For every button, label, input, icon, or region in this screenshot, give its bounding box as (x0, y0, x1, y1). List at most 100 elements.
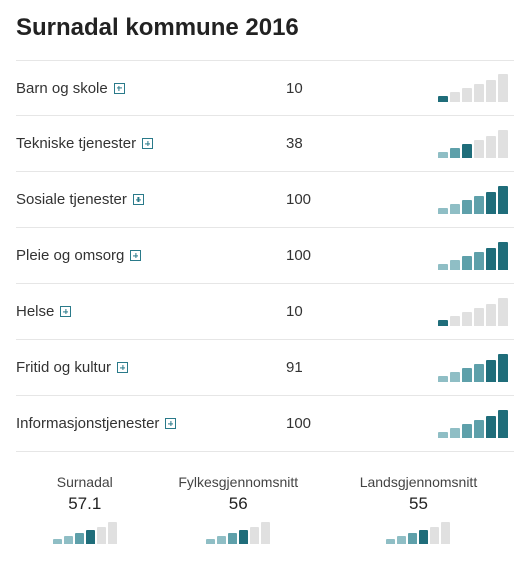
category-value: 10 (286, 80, 366, 97)
bar-segment (438, 264, 448, 270)
bar-segment (486, 360, 496, 382)
category-value: 100 (286, 191, 366, 208)
category-row: Barn og skole10 (16, 60, 514, 116)
category-label-cell[interactable]: Fritid og kultur (16, 359, 286, 376)
bar-segment (250, 527, 259, 544)
bar-segment (498, 354, 508, 382)
category-label: Informasjonstjenester (16, 415, 159, 432)
bar-segment (486, 136, 496, 158)
signal-bars (438, 242, 508, 270)
signal-bars (386, 522, 450, 544)
signal-bars (438, 186, 508, 214)
signal-bars (206, 522, 270, 544)
bar-segment (498, 298, 508, 326)
expand-icon[interactable] (60, 306, 71, 317)
bar-segment (450, 428, 460, 438)
bar-segment (462, 424, 472, 438)
signal-bars (438, 354, 508, 382)
summary-column: Fylkesgjennomsnitt 56 (178, 474, 298, 544)
bar-segment (498, 130, 508, 158)
expand-icon[interactable] (130, 250, 141, 261)
bar-segment (386, 539, 395, 544)
bar-segment (486, 304, 496, 326)
bar-segment (462, 312, 472, 326)
bar-segment (462, 368, 472, 382)
summary-value: 57.1 (68, 494, 101, 514)
bar-segment (462, 200, 472, 214)
category-row: Pleie og omsorg100 (16, 228, 514, 284)
category-bars-cell (366, 242, 514, 270)
bar-segment (261, 522, 270, 544)
bar-segment (498, 186, 508, 214)
bar-segment (486, 416, 496, 438)
category-row: Informasjonstjenester 100 (16, 396, 514, 452)
bar-segment (450, 316, 460, 326)
category-label: Tekniske tjenester (16, 135, 136, 152)
bar-segment (450, 204, 460, 214)
bar-segment (438, 320, 448, 326)
expand-icon[interactable] (165, 418, 176, 429)
summary-value: 56 (229, 494, 248, 514)
category-label-cell[interactable]: Sosiale tjenester (16, 191, 286, 208)
signal-bars (438, 74, 508, 102)
bar-segment (498, 242, 508, 270)
signal-bars (53, 522, 117, 544)
category-row: Fritid og kultur 91 (16, 340, 514, 396)
bar-segment (438, 432, 448, 438)
expand-icon[interactable] (133, 194, 144, 205)
bar-segment (450, 372, 460, 382)
category-label-cell[interactable]: Pleie og omsorg (16, 247, 286, 264)
category-label-cell[interactable]: Barn og skole (16, 80, 286, 97)
bar-segment (64, 536, 73, 544)
bar-segment (450, 260, 460, 270)
bar-segment (474, 252, 484, 270)
bar-segment (217, 536, 226, 544)
bar-segment (53, 539, 62, 544)
category-row: Sosiale tjenester100 (16, 172, 514, 228)
bar-segment (239, 530, 248, 544)
category-label-cell[interactable]: Informasjonstjenester (16, 415, 286, 432)
bar-segment (86, 530, 95, 544)
bar-segment (474, 140, 484, 158)
bar-segment (498, 74, 508, 102)
category-label: Helse (16, 303, 54, 320)
category-bars-cell (366, 354, 514, 382)
category-value: 38 (286, 135, 366, 152)
bar-segment (206, 539, 215, 544)
summary-column: Surnadal 57.1 (53, 474, 117, 544)
expand-icon[interactable] (117, 362, 128, 373)
signal-bars (438, 298, 508, 326)
category-row: Tekniske tjenester 38 (16, 116, 514, 172)
bar-segment (486, 248, 496, 270)
bar-segment (486, 80, 496, 102)
bar-segment (474, 420, 484, 438)
signal-bars (438, 130, 508, 158)
category-bars-cell (366, 298, 514, 326)
bar-segment (450, 92, 460, 102)
page-title: Surnadal kommune 2016 (16, 14, 514, 42)
bar-segment (474, 84, 484, 102)
expand-icon[interactable] (142, 138, 153, 149)
summary-label: Landsgjennomsnitt (360, 474, 478, 490)
category-label: Fritid og kultur (16, 359, 111, 376)
category-bars-cell (366, 186, 514, 214)
summary-label: Fylkesgjennomsnitt (178, 474, 298, 490)
bar-segment (474, 308, 484, 326)
category-label-cell[interactable]: Helse (16, 303, 286, 320)
category-list: Barn og skole10Tekniske tjenester38Sosia… (16, 60, 514, 452)
category-value: 91 (286, 359, 366, 376)
category-value: 100 (286, 415, 366, 432)
bar-segment (438, 96, 448, 102)
bar-segment (75, 533, 84, 544)
category-value: 10 (286, 303, 366, 320)
category-bars-cell (366, 74, 514, 102)
bar-segment (438, 208, 448, 214)
bar-segment (397, 536, 406, 544)
category-bars-cell (366, 410, 514, 438)
summary-label: Surnadal (57, 474, 113, 490)
category-label-cell[interactable]: Tekniske tjenester (16, 135, 286, 152)
signal-bars (438, 410, 508, 438)
bar-segment (438, 376, 448, 382)
bar-segment (474, 364, 484, 382)
expand-icon[interactable] (114, 83, 125, 94)
